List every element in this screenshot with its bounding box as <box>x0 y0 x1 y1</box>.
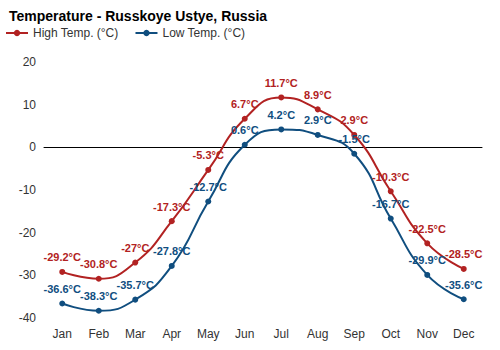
svg-text:Dec: Dec <box>453 327 474 341</box>
svg-text:Nov: Nov <box>417 327 438 341</box>
svg-text:May: May <box>197 327 220 341</box>
svg-text:-27.8°C: -27.8°C <box>153 245 190 257</box>
svg-text:Sep: Sep <box>344 327 366 341</box>
svg-text:-16.7°C: -16.7°C <box>372 198 409 210</box>
svg-text:-17.3°C: -17.3°C <box>153 201 190 213</box>
svg-text:-35.7°C: -35.7°C <box>117 279 154 291</box>
svg-text:-36.6°C: -36.6°C <box>44 283 81 295</box>
svg-text:8.9°C: 8.9°C <box>304 89 332 101</box>
svg-text:Mar: Mar <box>125 327 146 341</box>
svg-text:-29.9°C: -29.9°C <box>409 254 446 266</box>
svg-text:-10.3°C: -10.3°C <box>372 171 409 183</box>
svg-text:-29.2°C: -29.2°C <box>44 251 81 263</box>
svg-text:-28.5°C: -28.5°C <box>445 248 482 260</box>
svg-text:Low Temp. (°C): Low Temp. (°C) <box>162 26 245 40</box>
svg-text:-22.5°C: -22.5°C <box>409 223 446 235</box>
svg-text:2.9°C: 2.9°C <box>304 114 332 126</box>
svg-text:0.6°C: 0.6°C <box>231 124 259 136</box>
svg-text:Temperature - Russkoye Ustye,: Temperature - Russkoye Ustye, Russia <box>9 8 267 24</box>
svg-text:20: 20 <box>23 55 37 69</box>
svg-text:-1.5°C: -1.5°C <box>339 133 370 145</box>
svg-text:10: 10 <box>23 98 37 112</box>
svg-text:-30.8°C: -30.8°C <box>80 258 117 270</box>
svg-text:6.7°C: 6.7°C <box>231 98 259 110</box>
svg-text:-27°C: -27°C <box>121 242 149 254</box>
svg-text:Jul: Jul <box>274 327 289 341</box>
svg-text:4.2°C: 4.2°C <box>267 109 295 121</box>
svg-text:-30: -30 <box>19 268 37 282</box>
svg-text:Feb: Feb <box>88 327 109 341</box>
svg-text:-40: -40 <box>19 311 37 325</box>
svg-text:0: 0 <box>29 140 36 154</box>
svg-text:-20: -20 <box>19 226 37 240</box>
svg-text:Jan: Jan <box>53 327 72 341</box>
svg-text:-38.3°C: -38.3°C <box>80 290 117 302</box>
svg-text:Oct: Oct <box>381 327 400 341</box>
svg-text:-35.6°C: -35.6°C <box>445 279 482 291</box>
svg-text:-10: -10 <box>19 183 37 197</box>
svg-text:Jun: Jun <box>235 327 254 341</box>
svg-text:11.7°C: 11.7°C <box>265 77 298 89</box>
svg-text:Aug: Aug <box>307 327 328 341</box>
svg-text:2.9°C: 2.9°C <box>340 114 368 126</box>
svg-text:High Temp. (°C): High Temp. (°C) <box>33 26 118 40</box>
svg-text:-5.3°C: -5.3°C <box>193 149 224 161</box>
svg-text:Apr: Apr <box>162 327 181 341</box>
svg-text:-12.7°C: -12.7°C <box>190 181 227 193</box>
